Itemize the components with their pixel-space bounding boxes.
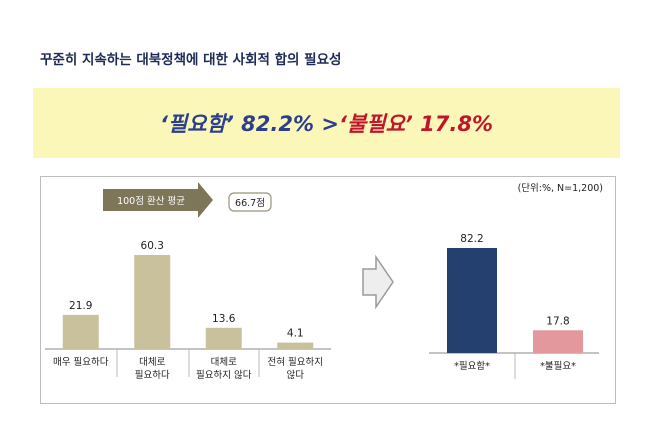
left-category-label-2-line-2: 필요하다 [135,369,170,381]
right-value-label-1: 82.2 [460,233,483,245]
left-value-label-4: 4.1 [287,328,304,340]
left-value-label-3: 13.6 [212,313,236,325]
average-arrow-badge [103,182,213,218]
left-category-label-1: 매우 필요하다 [53,356,109,368]
headline-need: ‘필요함’ 82.2% > [159,112,339,136]
left-category-label-3-line-2: 필요하지 않다 [196,369,252,381]
left-bar-4 [277,342,314,349]
right-bar-1 [447,248,497,353]
left-category-label-4-line-1: 전혀 필요하지 [268,356,323,368]
left-bar-2 [134,255,171,349]
right-bar-2 [533,330,583,353]
headline-banner: ‘필요함’ 82.2% > ‘불필요’ 17.8% [33,88,620,158]
right-category-label-2: *불필요* [540,360,576,372]
left-value-label-1: 21.9 [69,300,92,312]
left-category-label-4-line-2: 않다 [287,370,305,381]
average-label: 100점 환산 평균 [117,195,185,207]
unit-note: (단위:%, N=1,200) [518,182,603,194]
left-category-label-2-line-1: 대체로 [139,357,165,368]
average-value-box [228,192,272,212]
left-category-label-3-line-1: 대체로 [211,357,237,368]
left-value-label-2: 60.3 [141,240,164,252]
left-bar-1 [62,314,99,349]
headline-noneed: ‘불필요’ 17.8% [338,112,494,136]
average-value: 66.7점 [235,197,265,209]
right-category-label-1: *필요함* [454,360,490,372]
page-title: 꾸준히 지속하는 대북정책에 대한 사회적 합의 필요성 [40,52,342,68]
chart-canvas: (단위:%, N=1,200) 100점 환산 평균 66.7점 21.9 매우 … [45,182,603,381]
transition-arrow-icon [362,254,394,310]
left-bar-3 [205,327,242,349]
chart-panel: (단위:%, N=1,200) 100점 환산 평균 66.7점 21.9 매우 … [40,176,616,404]
right-value-label-2: 17.8 [546,315,569,327]
